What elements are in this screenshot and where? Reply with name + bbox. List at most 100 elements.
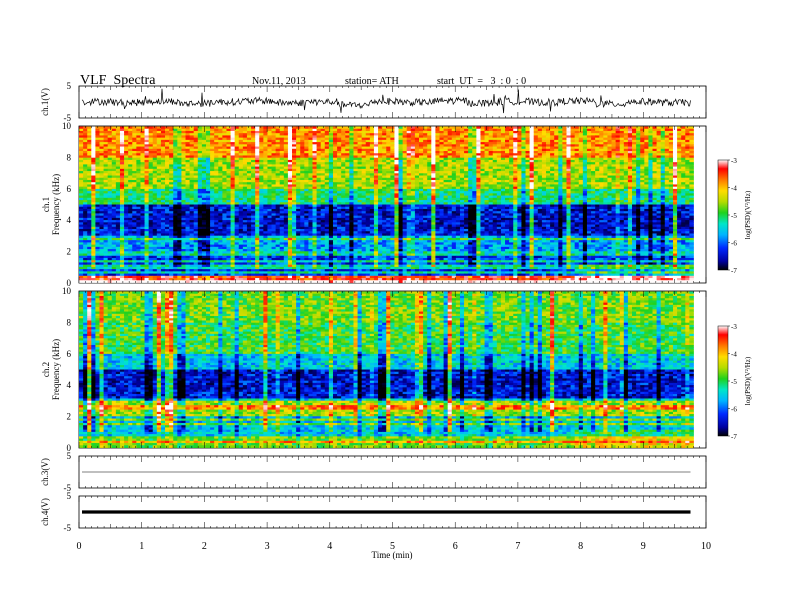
spectrogram-cell [431, 142, 436, 145]
spectrogram-cell [259, 133, 264, 136]
spectrogram-cell [181, 142, 186, 145]
spectrogram-cell [193, 126, 199, 130]
spectrogram-cell [414, 133, 420, 136]
spectrogram-cell [550, 139, 555, 143]
spectrogram-cell [136, 128, 141, 132]
spectrogram-cell [459, 128, 465, 132]
spectrogram-cell [464, 128, 469, 132]
spectrogram-cell [509, 126, 514, 130]
spectrogram-cell [267, 135, 272, 139]
spectrogram-cell [300, 126, 305, 130]
spectrogram-cell [541, 128, 547, 132]
spectrogram-cell [505, 142, 510, 145]
spectrogram-cell [398, 133, 404, 136]
spectrogram-cell [402, 142, 408, 145]
spectrogram-cell [443, 133, 449, 136]
spectrogram-cell [189, 137, 195, 141]
spectrogram-cell [603, 133, 608, 136]
spectrogram-cell [238, 142, 244, 145]
spectrogram-cell [505, 128, 510, 132]
spectrogram-cell [681, 135, 686, 139]
spectrogram-cell [378, 128, 383, 132]
spectrogram-cell [472, 130, 477, 134]
spectrogram-cell [160, 133, 166, 136]
spectrogram-cell [582, 135, 588, 139]
spectrogram-cell [640, 130, 645, 134]
spectrogram-cell [578, 142, 584, 145]
spectrogram-cell [636, 142, 641, 145]
spectrogram-cell [136, 144, 141, 147]
spectrogram-cell [517, 142, 522, 145]
spectrogram-cell [652, 126, 657, 130]
spectrogram-cell [283, 142, 289, 145]
spectrogram-cell [271, 137, 277, 141]
spectrogram-cell [255, 142, 260, 145]
spectrogram-cell [324, 128, 330, 132]
spectrogram-cell [681, 130, 686, 134]
spectrogram-cell [439, 139, 444, 143]
spectrogram-cell [341, 139, 346, 143]
spectrogram-cell [210, 135, 215, 139]
spectrogram-cell [136, 135, 141, 139]
spectrogram-cell [513, 139, 518, 143]
spectrogram-cell [136, 142, 141, 145]
spectrogram-cell [140, 130, 145, 134]
spectrogram-cell [623, 128, 629, 132]
spectrogram-cell [689, 128, 694, 132]
spectrogram-cell [562, 137, 567, 141]
spectrogram-cell [656, 130, 662, 134]
spectrogram-cell [464, 142, 469, 145]
spectrogram-cell [242, 133, 248, 136]
spectrogram-cell [476, 142, 481, 145]
spectrogram-cell [373, 137, 379, 141]
spectrogram-cell [214, 126, 219, 130]
spectrogram-cell [205, 137, 211, 141]
spectrogram-cell [263, 126, 268, 130]
spectrogram-cell [636, 133, 641, 136]
spectrogram-cell [210, 139, 215, 143]
spectrogram-cell [611, 130, 617, 134]
spectrogram-cell [472, 135, 477, 139]
spectrogram-cell [574, 133, 580, 136]
spectrogram-cell [574, 128, 580, 132]
spectrogram-cell [275, 135, 281, 139]
spectrogram-cell [107, 142, 113, 145]
spectrogram-cell [525, 133, 531, 136]
spectrogram-cell [603, 139, 608, 143]
spectrogram-cell [210, 137, 215, 141]
spectrogram-cell [201, 137, 207, 141]
spectrogram-cell [165, 137, 170, 141]
spectrogram-cell [115, 130, 121, 134]
spectrogram-cell [554, 130, 559, 134]
spectrogram-cell [332, 142, 338, 145]
spectrogram-cell [140, 126, 145, 130]
spectrogram-cell [279, 133, 285, 136]
spectrogram-cell [173, 139, 178, 143]
spectrogram-cell [398, 128, 404, 132]
spectrogram-cell [672, 128, 678, 132]
spectrogram-cell [283, 137, 289, 141]
spectrogram-cell [214, 133, 219, 136]
spectrogram-cell [480, 137, 485, 141]
spectrogram-cell [91, 130, 96, 134]
spectrogram-cell [533, 126, 539, 130]
spectrogram-cell [324, 130, 330, 134]
spectrogram-cell [591, 142, 596, 145]
spectrogram-cell [603, 128, 608, 132]
spectrogram-cell [419, 139, 424, 143]
spectrogram-cell [402, 135, 408, 139]
spectrogram-cell [296, 139, 301, 143]
spectrogram-cell [255, 137, 260, 141]
spectrogram-cell [459, 126, 465, 130]
spectrogram-cell [337, 130, 342, 134]
spectrogram-cell [230, 133, 236, 136]
spectrogram-cell [689, 133, 694, 136]
spectrogram-cell [287, 133, 293, 136]
spectrogram-cell [242, 137, 248, 141]
spectrogram-cell [681, 126, 686, 130]
spectrogram-cell [578, 130, 584, 134]
spectrogram-cell [263, 137, 268, 141]
spectrogram-cell [677, 130, 682, 134]
spectrogram-cell [259, 137, 264, 141]
spectrogram-cell [545, 135, 551, 139]
